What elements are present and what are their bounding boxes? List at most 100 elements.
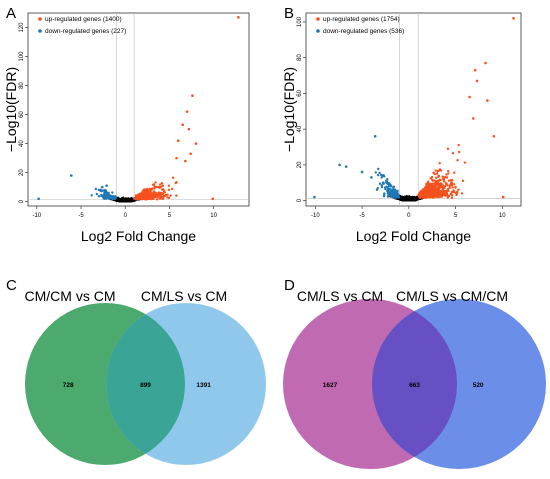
point-up-regulated xyxy=(421,190,425,193)
point-not-significant xyxy=(122,196,125,199)
point-up-regulated xyxy=(184,159,187,163)
point-down-regulated xyxy=(370,176,373,179)
point-up-regulated xyxy=(159,193,162,196)
point-up-regulated xyxy=(146,191,150,195)
point-up-regulated xyxy=(418,194,422,198)
legend-label: down-regulated genes (536) xyxy=(323,28,404,35)
x-tick-label: 5 xyxy=(454,213,458,219)
point-up-regulated xyxy=(158,197,161,200)
point-up-regulated xyxy=(446,196,449,199)
point-not-significant xyxy=(133,199,136,202)
point-up-regulated xyxy=(456,159,459,162)
point-down-regulated xyxy=(389,192,392,195)
point-down-regulated xyxy=(385,180,389,184)
point-up-regulated xyxy=(191,94,194,98)
point-up-regulated xyxy=(440,191,444,195)
point-up-regulated xyxy=(169,194,172,197)
point-up-regulated xyxy=(454,186,457,189)
point-up-regulated xyxy=(451,151,455,155)
point-up-regulated xyxy=(420,195,424,199)
legend: up-regulated genes (1754) down-regulated … xyxy=(316,16,404,35)
point-down-regulated xyxy=(374,171,377,174)
point-up-regulated xyxy=(433,179,436,182)
point-down-regulated xyxy=(382,193,386,197)
y-tick-label: 120 xyxy=(19,22,25,33)
point-up-regulated xyxy=(148,195,151,198)
y-axis-title: −Log10(FDR) xyxy=(3,67,19,152)
point-up-regulated xyxy=(160,182,164,185)
point-up-regulated xyxy=(437,195,440,199)
point-down-regulated xyxy=(103,193,107,196)
point-up-regulated xyxy=(433,192,436,196)
point-up-regulated xyxy=(437,193,440,196)
point-up-regulated xyxy=(451,186,454,189)
point-down-regulated xyxy=(90,194,93,197)
point-down-regulated xyxy=(100,185,104,189)
venn-diagram-d: DCM/LS vs CM CM/LS vs CM/CM 1627 663 520 xyxy=(283,277,546,469)
point-up-regulated xyxy=(159,185,162,189)
point-down-regulated xyxy=(389,194,393,197)
point-up-regulated xyxy=(442,180,446,183)
point-up-regulated xyxy=(189,152,192,156)
point-up-regulated xyxy=(444,194,448,197)
venn-count-left-only: 1627 xyxy=(323,382,338,389)
point-up-regulated xyxy=(175,194,178,197)
x-tick-label: -5 xyxy=(78,213,84,219)
point-up-regulated xyxy=(187,127,191,131)
point-not-significant xyxy=(416,198,419,200)
point-down-regulated xyxy=(111,191,114,194)
point-up-regulated xyxy=(433,184,437,187)
point-up-regulated xyxy=(501,195,505,199)
point-up-regulated xyxy=(472,117,475,120)
plot-frame xyxy=(27,12,250,207)
point-down-regulated xyxy=(393,195,396,198)
point-down-regulated xyxy=(103,195,106,199)
point-up-regulated xyxy=(457,188,460,191)
point-up-regulated xyxy=(143,192,147,196)
point-not-significant xyxy=(403,198,406,201)
point-up-regulated xyxy=(155,198,159,201)
y-tick-label: 40 xyxy=(297,125,303,132)
data-points xyxy=(37,16,240,203)
point-up-regulated xyxy=(422,194,426,197)
venn-set-right-label: CM/LS vs CM xyxy=(141,288,227,304)
point-up-regulated xyxy=(163,191,166,194)
point-up-regulated xyxy=(144,198,147,201)
point-not-significant xyxy=(408,199,410,202)
point-up-regulated xyxy=(146,197,150,200)
point-up-regulated xyxy=(450,196,454,200)
point-up-regulated xyxy=(439,195,443,198)
point-down-regulated xyxy=(385,185,388,188)
venn-overlap xyxy=(372,299,457,469)
point-up-regulated xyxy=(143,194,146,198)
point-not-significant xyxy=(116,200,119,202)
point-down-regulated xyxy=(381,174,384,177)
point-up-regulated xyxy=(475,79,479,83)
point-not-significant xyxy=(413,198,416,201)
point-up-regulated xyxy=(166,193,169,196)
point-down-regulated xyxy=(105,197,108,200)
point-up-regulated xyxy=(429,189,433,192)
x-tick-label: -10 xyxy=(33,213,42,219)
point-up-regulated xyxy=(442,186,446,189)
legend-label: down-regulated genes (227) xyxy=(45,28,126,35)
point-up-regulated xyxy=(427,187,430,191)
point-up-regulated xyxy=(162,188,165,191)
point-down-regulated xyxy=(397,196,400,199)
point-up-regulated xyxy=(155,185,159,189)
point-up-regulated xyxy=(194,142,198,145)
point-up-regulated xyxy=(427,195,430,199)
point-down-regulated xyxy=(313,195,316,199)
point-up-regulated xyxy=(444,189,448,193)
point-not-significant xyxy=(130,200,133,203)
point-not-significant xyxy=(129,200,131,203)
point-up-regulated xyxy=(453,171,456,174)
point-up-regulated xyxy=(211,197,215,201)
point-up-regulated xyxy=(425,189,428,192)
point-down-regulated xyxy=(97,188,101,192)
venn-count-right-only: 520 xyxy=(473,382,484,389)
point-down-regulated xyxy=(94,187,98,191)
point-up-regulated xyxy=(447,179,451,182)
venn-count-right-only: 1391 xyxy=(196,382,211,389)
x-tick-label: 0 xyxy=(407,213,411,219)
